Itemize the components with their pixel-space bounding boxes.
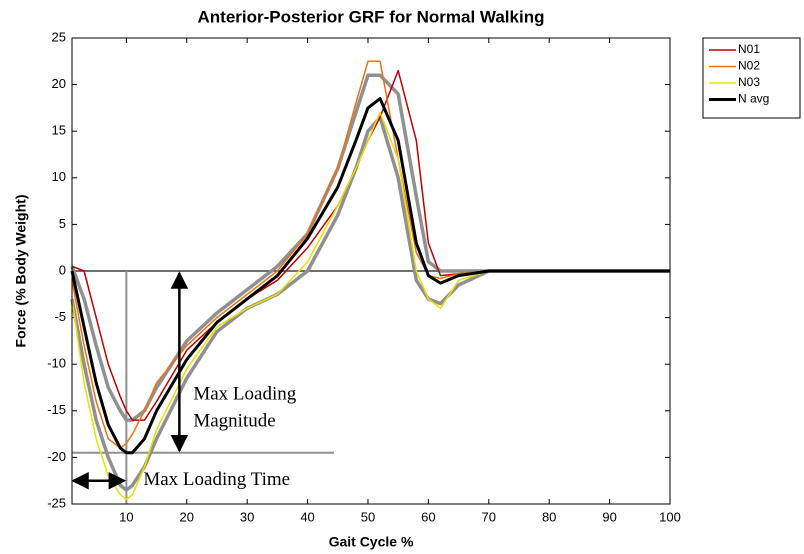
x-tick-label: 30 — [240, 509, 254, 524]
legend-label: N02 — [738, 59, 760, 73]
x-tick-label: 70 — [482, 509, 496, 524]
x-tick-label: 100 — [659, 509, 681, 524]
y-tick-label: 0 — [59, 262, 66, 277]
series-line — [70, 97, 670, 455]
annotation: Max Loading — [193, 383, 296, 404]
series-line — [70, 115, 670, 492]
x-axis-label: Gait Cycle % — [329, 534, 414, 550]
y-tick-label: -5 — [54, 309, 66, 324]
chart-title: Anterior-Posterior GRF for Normal Walkin… — [198, 7, 545, 26]
y-tick-label: -10 — [47, 356, 66, 371]
x-tick-label: 20 — [180, 509, 194, 524]
plot-frame — [71, 37, 671, 505]
x-tick-label: 10 — [119, 509, 133, 524]
annotation: Max Loading Time — [143, 469, 290, 490]
y-tick-label: -15 — [47, 402, 66, 417]
y-tick-label: 10 — [52, 169, 66, 184]
series-line — [71, 111, 670, 501]
x-tick-label: 50 — [361, 509, 375, 524]
legend-label: N avg — [738, 92, 769, 106]
y-tick-label: 20 — [52, 76, 66, 91]
y-tick-label: 5 — [59, 216, 66, 231]
legend-label: N01 — [738, 42, 760, 56]
y-tick-label: -20 — [47, 449, 66, 464]
y-tick-label: -25 — [47, 495, 66, 510]
series-line — [71, 60, 670, 449]
legend-box — [702, 37, 801, 119]
annotation: Magnitude — [193, 410, 275, 431]
y-tick-label: 15 — [52, 123, 66, 138]
x-tick-label: 80 — [542, 509, 556, 524]
series-line — [71, 69, 670, 421]
x-tick-label: 90 — [602, 509, 616, 524]
legend-label: N03 — [738, 75, 760, 89]
y-axis-label: Force (% Body Weight) — [13, 195, 29, 348]
x-tick-label: 40 — [300, 509, 314, 524]
x-tick-label: 60 — [421, 509, 435, 524]
y-tick-label: 25 — [52, 29, 66, 44]
